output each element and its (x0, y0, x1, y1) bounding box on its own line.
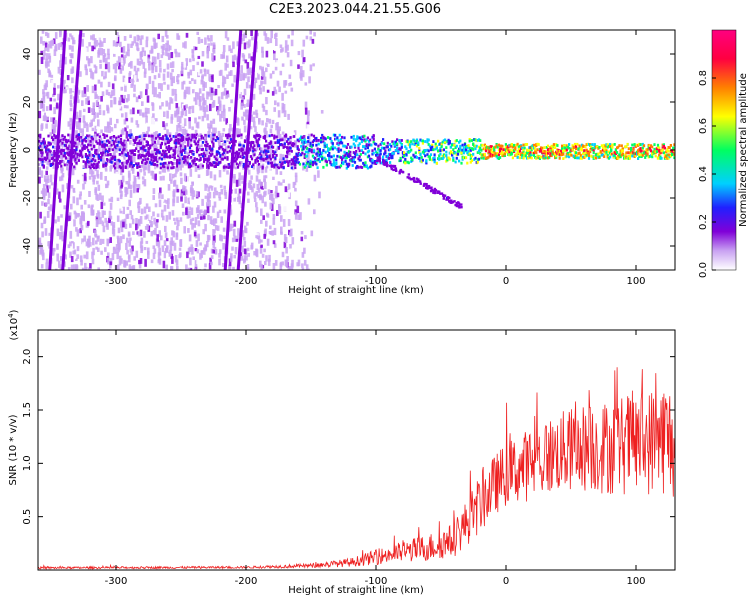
colorbar-gradient (711, 29, 737, 271)
spectrogram-heatmap (38, 30, 675, 270)
spectrogram-y-label: Frequency (Hz) (8, 112, 19, 188)
colorbar-tick-label: 0.4 (698, 166, 709, 182)
x-tick-label: 0 (503, 276, 509, 287)
diagonal-streak (48, 30, 67, 270)
y-tick-label: 0.5 (22, 509, 33, 525)
colorbar-ticks: 0.0 0.2 0.4 0.6 0.8 (698, 70, 716, 278)
x-tick-label: -300 (105, 276, 128, 287)
y-tick-label: 2.0 (22, 349, 33, 365)
spectrogram-x-label: Height of straight line (km) (288, 285, 424, 296)
colorbar-tick-label: 0.2 (698, 214, 709, 230)
colorbar-tick-label: 0.6 (698, 118, 709, 134)
x-tick-label: -200 (235, 576, 258, 587)
x-tick-label: -200 (235, 276, 258, 287)
diagonal-streak (61, 30, 83, 270)
x-tick-label: 100 (626, 576, 645, 587)
snr-axes: -300 -200 -100 0 100 0.5 1.0 1.5 2.0 (22, 330, 675, 587)
snr-y-multiplier: (x104) (7, 309, 20, 340)
snr-frame (37, 329, 676, 571)
y-tick-label: 0 (22, 147, 33, 153)
colorbar-tick-label: 0.8 (698, 70, 709, 86)
y-tick-label: 1.5 (22, 402, 33, 418)
x-tick-label: -100 (365, 276, 388, 287)
colorbar-tick-label: 0.0 (698, 262, 709, 278)
colorbar-label: Normalized spectral amplitude (738, 73, 749, 227)
diagonal-streak (236, 30, 258, 270)
x-tick-label: 0 (503, 576, 509, 587)
colorbar: 0.0 0.2 0.4 0.6 0.8 Normalized spectral ampl… (698, 29, 749, 278)
y-tick-label: -20 (22, 190, 33, 206)
snr-panel: -300 -200 -100 0 100 0.5 1.0 1.5 2.0 Height of s… (7, 309, 676, 596)
snr-x-label: Height of straight line (km) (288, 585, 424, 596)
snr-series-line (38, 367, 675, 570)
y-tick-label: 1.0 (22, 455, 33, 471)
x-tick-label: 100 (626, 276, 645, 287)
y-tick-label: 20 (22, 96, 33, 109)
diagonal-streak (223, 30, 243, 270)
y-tick-label: -40 (22, 238, 33, 254)
figure-title: C2E3.2023.044.21.55.G06 (269, 2, 441, 17)
x-tick-label: -100 (365, 576, 388, 587)
snr-y-label: SNR (10 * v/v) (8, 414, 19, 485)
x-tick-label: -300 (105, 576, 128, 587)
y-tick-label: 40 (22, 48, 33, 61)
